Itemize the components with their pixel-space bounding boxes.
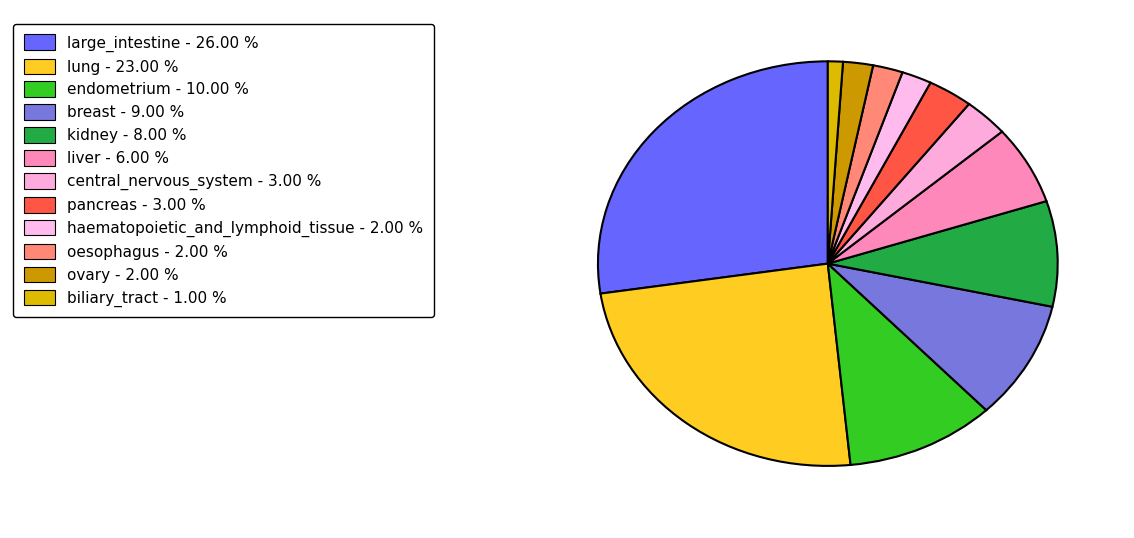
- Wedge shape: [828, 83, 970, 264]
- Wedge shape: [601, 264, 850, 466]
- Wedge shape: [828, 201, 1058, 307]
- Wedge shape: [828, 72, 931, 264]
- Wedge shape: [828, 104, 1002, 264]
- Wedge shape: [828, 61, 843, 264]
- Legend: large_intestine - 26.00 %, lung - 23.00 %, endometrium - 10.00 %, breast - 9.00 : large_intestine - 26.00 %, lung - 23.00 …: [14, 24, 433, 317]
- Wedge shape: [598, 61, 828, 294]
- Wedge shape: [828, 65, 903, 264]
- Wedge shape: [828, 62, 873, 264]
- Wedge shape: [828, 264, 1052, 410]
- Wedge shape: [828, 264, 987, 465]
- Wedge shape: [828, 132, 1047, 264]
